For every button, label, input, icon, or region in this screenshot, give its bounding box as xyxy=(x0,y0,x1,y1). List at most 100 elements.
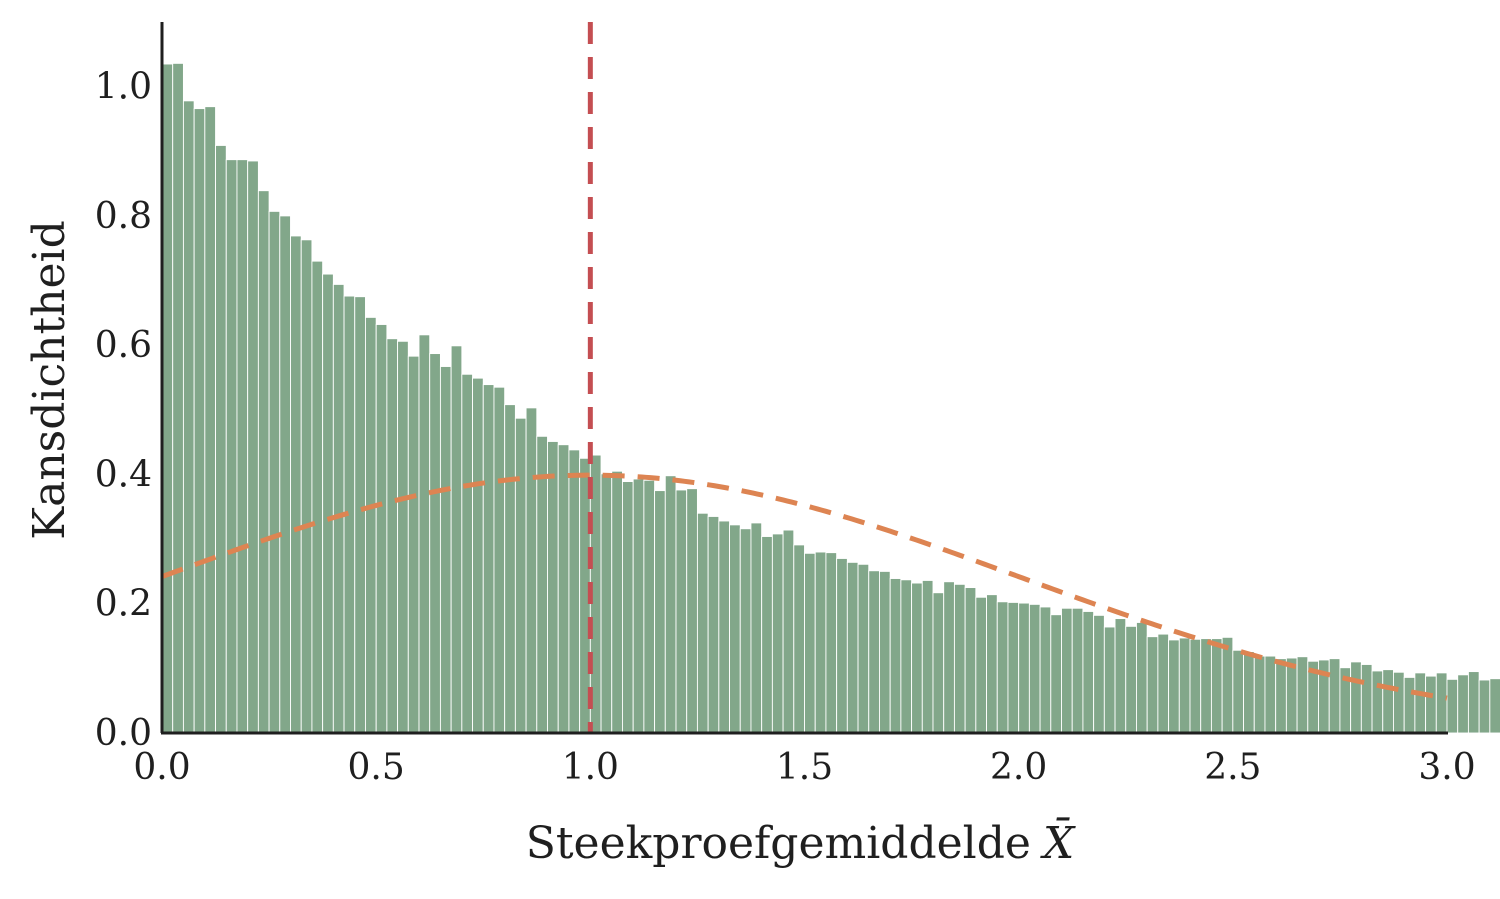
histogram-bar xyxy=(1083,611,1094,733)
histogram-bar xyxy=(408,356,419,733)
histogram-bar xyxy=(483,385,494,733)
histogram-bar xyxy=(879,571,890,733)
histogram-bar xyxy=(730,525,741,733)
histogram-bar xyxy=(976,597,987,733)
histogram-bar xyxy=(772,534,783,733)
histogram-bar xyxy=(183,101,194,733)
histogram-bar xyxy=(633,479,644,733)
histogram-bar xyxy=(676,490,687,733)
histogram-bar xyxy=(1276,659,1287,733)
histogram-bar xyxy=(622,482,633,733)
histogram-bar xyxy=(237,160,248,733)
x-axis-title-symbol: X̄ xyxy=(1040,816,1076,869)
x-tick-label: 2.0 xyxy=(990,747,1047,788)
y-axis-title: Kansdichtheid xyxy=(24,220,75,540)
histogram-bar xyxy=(1029,604,1040,733)
histogram-bar xyxy=(687,489,698,733)
histogram-bar xyxy=(526,408,537,733)
histogram-bar xyxy=(1468,672,1479,733)
histogram-bar xyxy=(216,145,227,733)
x-tick-labels: 0.0 0.5 1.0 1.5 2.0 2.5 3.0 xyxy=(133,747,1475,788)
histogram-bar xyxy=(1233,650,1244,733)
histogram-bar xyxy=(1361,664,1372,733)
histogram-bar xyxy=(1008,602,1019,733)
histogram-bar xyxy=(751,523,762,733)
histogram-bar xyxy=(569,450,580,733)
histogram-bar xyxy=(869,571,880,733)
y-tick-label: 0.8 xyxy=(95,196,152,237)
histogram-bar xyxy=(494,387,505,733)
histogram-bar xyxy=(1072,608,1083,733)
y-tick-labels: 0.0 0.2 0.4 0.6 0.8 1.0 xyxy=(95,67,152,754)
x-axis-title: Steekproefgemiddelde X̄ xyxy=(526,816,1076,869)
histogram-bar xyxy=(815,552,826,733)
histogram-bar xyxy=(601,474,612,733)
histogram-bar xyxy=(987,595,998,733)
histogram-bar xyxy=(1104,627,1115,733)
histogram-bar xyxy=(248,161,259,733)
histogram-bar xyxy=(1254,656,1265,733)
histogram-bar xyxy=(1479,680,1490,733)
histogram-bar xyxy=(1211,639,1222,733)
histogram-bar xyxy=(548,441,559,733)
histogram-bar xyxy=(1447,679,1458,733)
histogram-bar xyxy=(387,339,398,733)
histogram-bar xyxy=(1265,656,1276,733)
histogram-bar xyxy=(1490,679,1500,733)
histogram-bar xyxy=(473,378,484,733)
histogram-bar xyxy=(1222,637,1233,733)
histogram-bar xyxy=(226,160,237,733)
histogram-bar xyxy=(1062,608,1073,733)
histogram-bar xyxy=(1094,615,1105,733)
histogram-bar xyxy=(826,553,837,733)
histogram-bar xyxy=(1115,619,1126,733)
histogram-bar xyxy=(291,236,302,733)
histogram-bar xyxy=(355,297,366,733)
histogram-bar xyxy=(847,562,858,733)
y-tick-label: 0.6 xyxy=(95,325,152,366)
histogram-bar xyxy=(612,471,623,733)
histogram-bar xyxy=(1190,639,1201,733)
histogram-bar xyxy=(333,284,344,733)
histogram-bar xyxy=(1404,677,1415,733)
histogram-bar xyxy=(462,374,473,733)
histogram-bar xyxy=(258,191,269,733)
histogram-bar xyxy=(312,261,323,733)
x-axis-title-text: Steekproefgemiddelde xyxy=(526,818,1031,869)
histogram-bar xyxy=(783,530,794,733)
histogram-bar xyxy=(1383,670,1394,733)
y-tick-label: 0.4 xyxy=(95,454,152,495)
x-tick-label: 1.5 xyxy=(776,747,833,788)
histogram-bars xyxy=(162,63,1500,733)
histogram-bar xyxy=(997,602,1008,733)
histogram-bar xyxy=(430,354,441,733)
histogram-bar xyxy=(794,545,805,733)
histogram-bar xyxy=(1458,675,1469,733)
histogram-bar xyxy=(1351,662,1362,733)
histogram-bar xyxy=(965,588,976,733)
histogram-bar xyxy=(205,107,216,733)
histogram-bar xyxy=(901,580,912,733)
y-tick-label: 0.2 xyxy=(95,584,152,625)
histogram-bar xyxy=(1040,607,1051,733)
histogram-bar xyxy=(1286,658,1297,733)
histogram-bar xyxy=(537,436,548,733)
x-tick-label: 0.5 xyxy=(348,747,405,788)
histogram-bar xyxy=(912,583,923,733)
histogram-bar xyxy=(1372,671,1383,733)
histogram-bar xyxy=(1297,657,1308,733)
histogram-bar xyxy=(708,516,719,733)
histogram-bar xyxy=(719,521,730,733)
histogram-bar xyxy=(740,529,751,733)
histogram-bar xyxy=(1126,626,1137,733)
x-tick-label: 3.0 xyxy=(1418,747,1475,788)
histogram-bar xyxy=(1169,640,1180,733)
histogram-bar xyxy=(162,64,173,733)
histogram-bar xyxy=(933,593,944,733)
histogram-bar xyxy=(505,405,516,733)
histogram-bar xyxy=(762,537,773,733)
histogram-bar xyxy=(858,564,869,733)
histogram-bar xyxy=(365,317,376,733)
histogram-bar xyxy=(269,211,280,733)
